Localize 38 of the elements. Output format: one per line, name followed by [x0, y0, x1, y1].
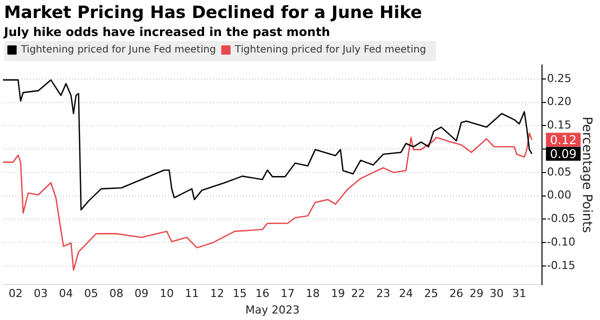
y-tick-label: 0.00 [546, 188, 572, 202]
y-axis-title: Percentage Points [578, 116, 594, 234]
y-tick-label: -0.15 [546, 258, 576, 272]
x-tick-label: 03 [34, 287, 48, 300]
x-tick-label: 22 [351, 287, 366, 300]
data-label: 0.12 [550, 132, 577, 147]
y-tick-label: 0.20 [546, 95, 572, 108]
y-tick-label: 0.15 [546, 118, 572, 132]
x-tick-label: 23 [376, 287, 390, 300]
x-tick-label: 05 [84, 287, 98, 300]
x-tick-label: 16 [255, 287, 270, 300]
x-tick-label: 24 [398, 287, 413, 300]
x-tick-label: 11 [184, 287, 199, 300]
x-tick-label: 09 [134, 287, 149, 300]
y-tick-label: 0.25 [546, 72, 572, 85]
data-label: 0.09 [550, 146, 577, 161]
chart-title: Market Pricing Has Declined for a June Hike [3, 2, 423, 23]
x-tick-label: 10 [160, 287, 174, 300]
x-tick-label: 12 [210, 287, 224, 300]
x-tick-label: 02 [8, 287, 23, 300]
chart-subtitle: July hike odds have increased in the past month [2, 24, 331, 39]
x-tick-label: 04 [58, 287, 73, 300]
x-tick-label: 19 [330, 287, 345, 300]
x-tick-label: 17 [280, 287, 295, 300]
y-tick-label: 0.05 [546, 165, 572, 178]
x-tick-label: 29 [469, 287, 484, 300]
legend-label: Tightening priced for June Fed meeting [20, 44, 216, 56]
x-tick-label: 30 [490, 287, 504, 300]
x-tick-label: 25 [424, 287, 438, 300]
x-tick-label: 31 [512, 287, 526, 300]
y-tick-label: -0.05 [546, 212, 576, 226]
x-tick-label: 18 [306, 287, 320, 300]
legend-label: Tightening priced for July Fed meeting [234, 44, 426, 56]
y-tick-label: -0.10 [546, 235, 576, 248]
x-axis-title: May 2023 [245, 303, 300, 316]
x-tick-label: 08 [109, 287, 124, 300]
x-tick-label: 15 [232, 287, 247, 300]
x-tick-label: 26 [449, 287, 464, 300]
